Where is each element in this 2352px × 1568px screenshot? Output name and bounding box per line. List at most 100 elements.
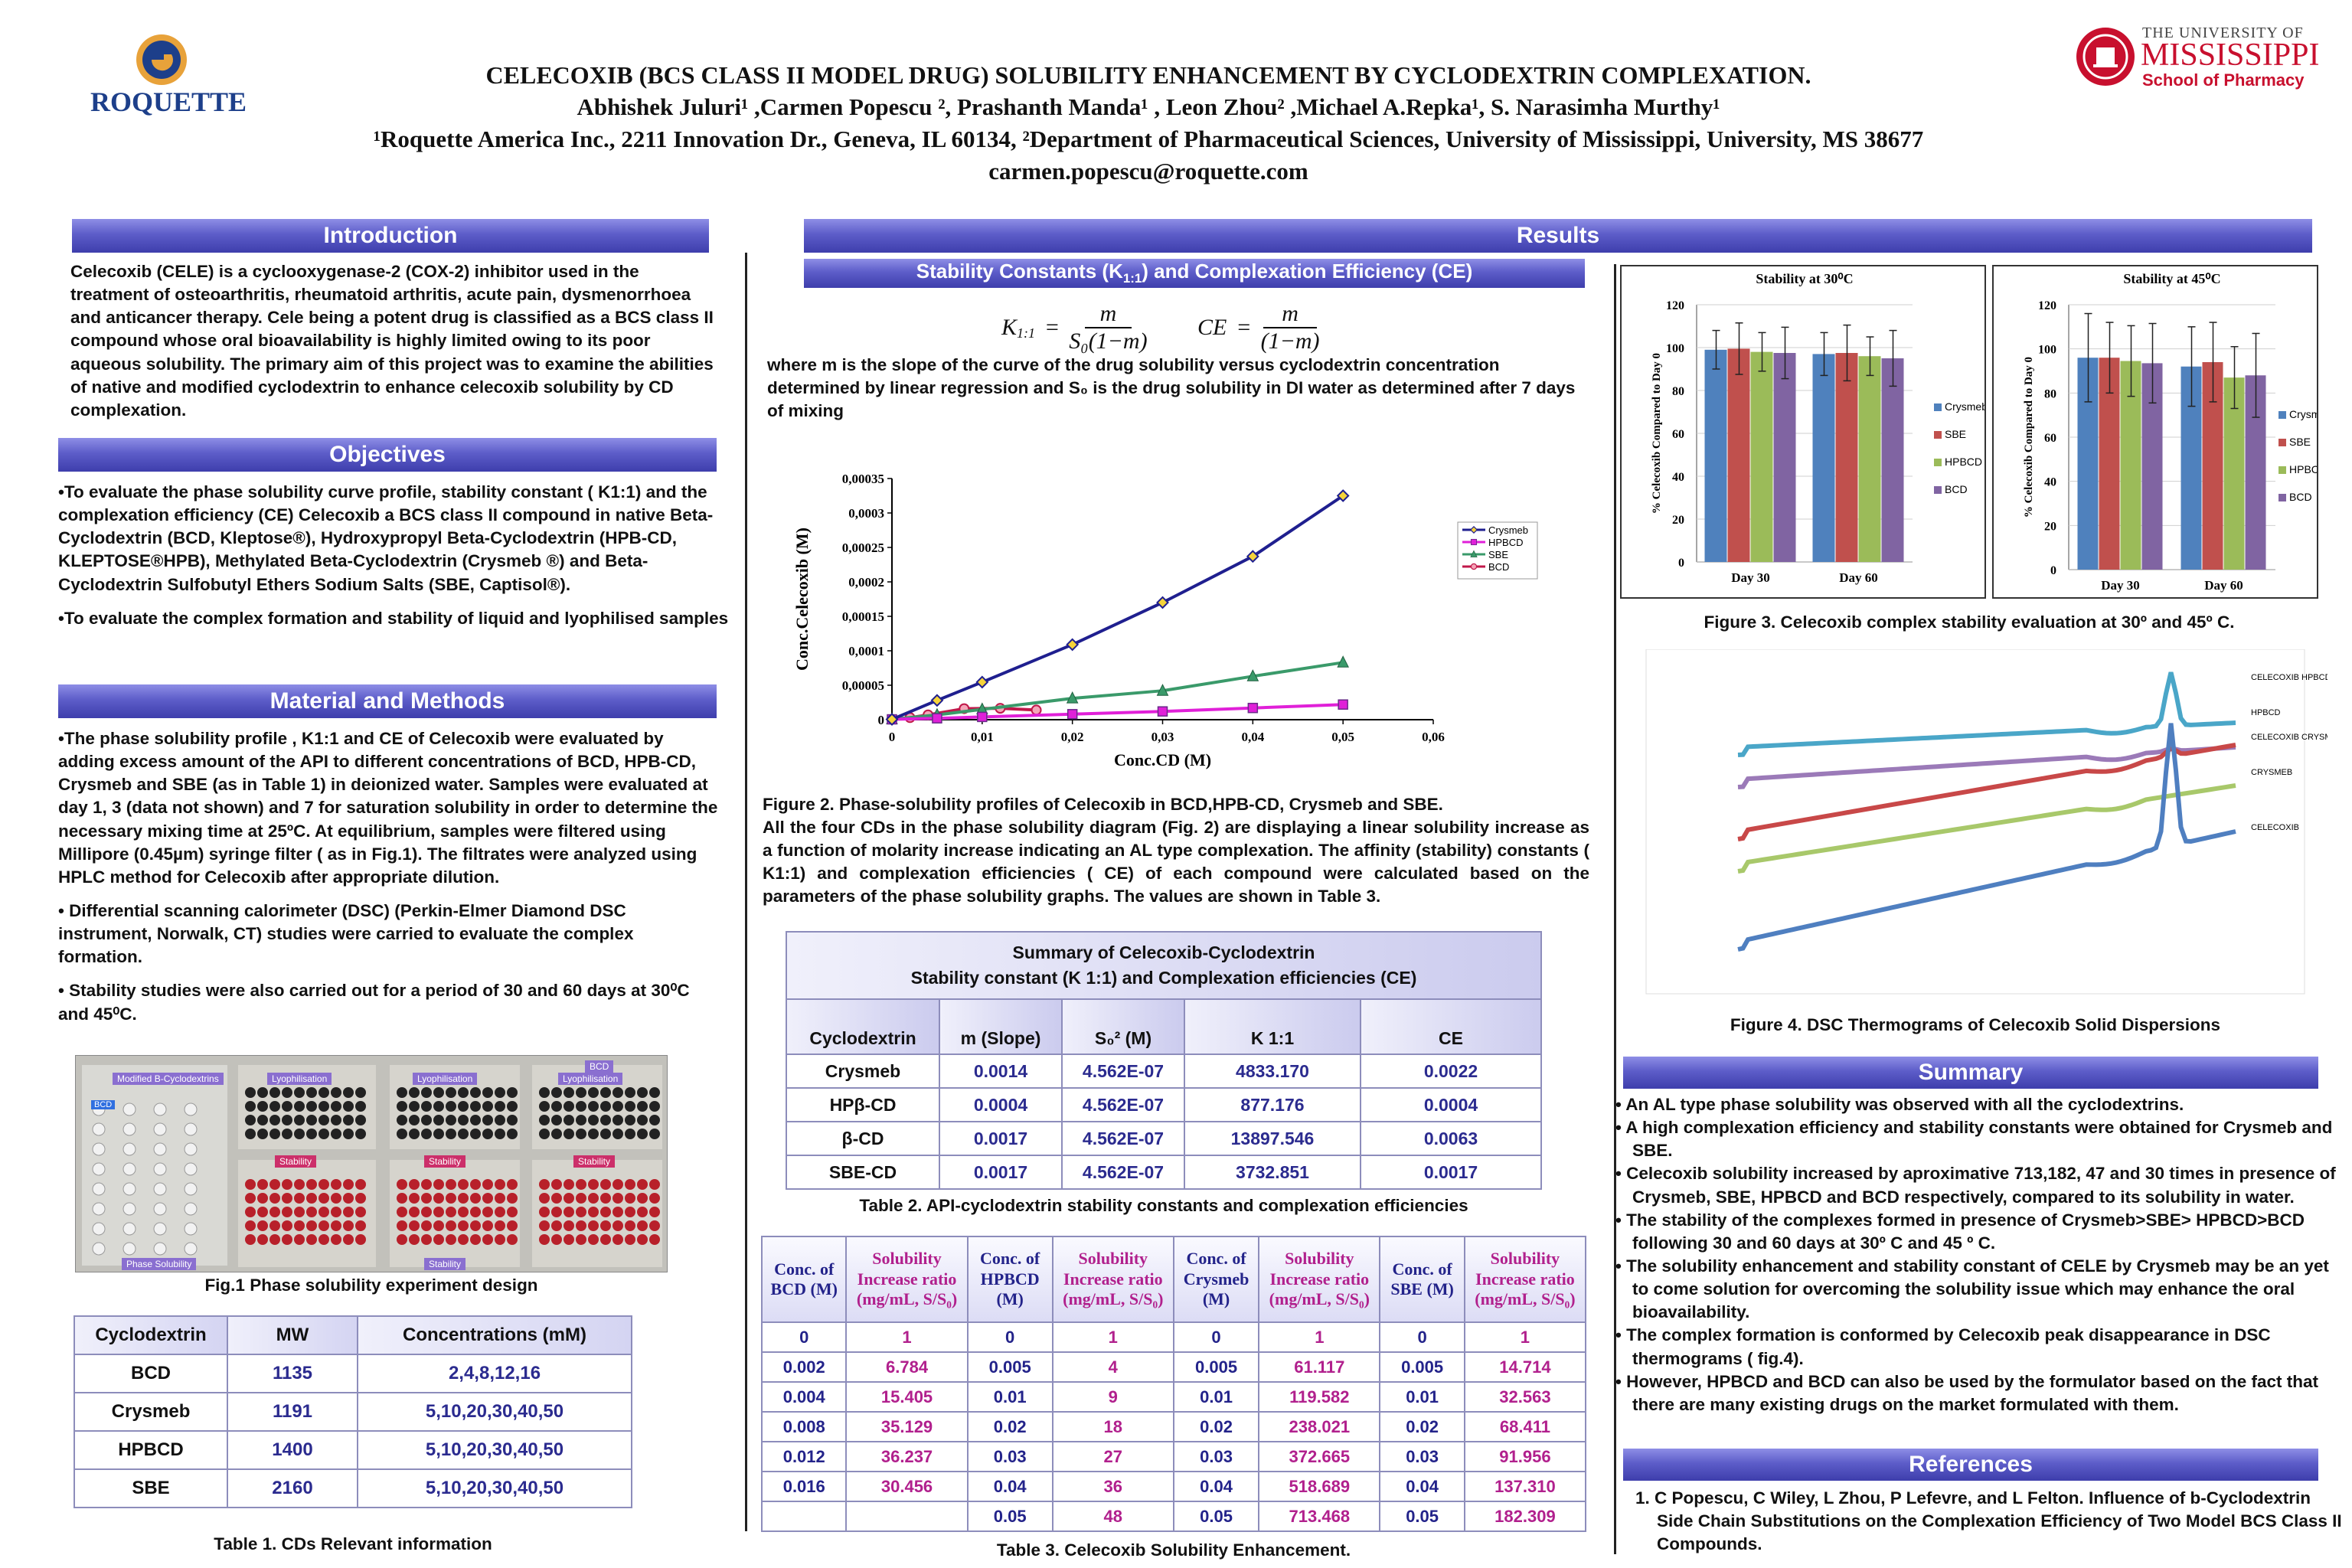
reference-text: 1. C Popescu, C Wiley, L Zhou, P Lefevre… [1635, 1488, 2342, 1554]
y-tick-label: 0 [878, 713, 885, 727]
thermogram-label: HPBCD [2251, 708, 2281, 717]
vial [355, 1115, 366, 1125]
y-tick-label: 120 [1666, 299, 1684, 312]
table-cell: 0.04 [1172, 1471, 1260, 1502]
table-cell: 0.012 [760, 1441, 848, 1472]
vial [331, 1193, 341, 1204]
fig1-photo: Modified B-Cyclodextrins Lyophilisation … [75, 1055, 668, 1272]
olemiss-mid: MISSISSIPPI [2141, 38, 2320, 73]
table-cell: 13897.546 [1184, 1121, 1361, 1156]
vial [433, 1234, 444, 1245]
vial [331, 1129, 341, 1139]
vial [409, 1087, 420, 1098]
vial [482, 1234, 493, 1245]
vial [355, 1101, 366, 1112]
table-cell: 61.117 [1258, 1351, 1381, 1383]
vial [539, 1087, 550, 1098]
roquette-wordmark: ROQUETTE [90, 87, 247, 117]
vial [331, 1179, 341, 1190]
data-point-marker [1156, 596, 1169, 609]
vial [649, 1220, 660, 1231]
table-cell: 0.0004 [1360, 1087, 1542, 1122]
vial [294, 1234, 305, 1245]
vial [257, 1193, 268, 1204]
data-point-marker [1246, 550, 1259, 564]
table-cell: 0.04 [966, 1471, 1054, 1502]
vial [470, 1129, 481, 1139]
vial [612, 1220, 623, 1231]
vial [588, 1101, 599, 1112]
table-cell: 0.05 [966, 1501, 1054, 1532]
table-cell: 3732.851 [1184, 1155, 1361, 1190]
series-crysmeb [885, 489, 1350, 726]
vial [637, 1193, 648, 1204]
table-cell: 35.129 [845, 1411, 969, 1442]
table-2: Summary of Celecoxib-Cyclodextrin Stabil… [786, 931, 1542, 1190]
vial [600, 1101, 611, 1112]
chart-title: Stability at 30⁰C [1756, 271, 1853, 286]
vial [539, 1220, 550, 1231]
vial [433, 1101, 444, 1112]
vial [122, 1202, 136, 1216]
table-cell: 0.002 [760, 1351, 848, 1383]
table-cell: 0.005 [1172, 1351, 1260, 1383]
fig1-caption: Fig.1 Phase solubility experiment design [204, 1276, 538, 1295]
thermogram-curve [1737, 723, 2236, 952]
objectives-text: •To evaluate the phase solubility curve … [58, 481, 729, 641]
vial [306, 1087, 317, 1098]
table-cell: 0.05 [1172, 1501, 1260, 1532]
data-point-marker [1337, 655, 1349, 668]
vial [184, 1142, 198, 1156]
vial [294, 1101, 305, 1112]
vial [270, 1087, 280, 1098]
olemiss-bottom: School of Pharmacy [2142, 70, 2305, 90]
series-line [891, 494, 1344, 721]
vial [397, 1129, 407, 1139]
vial [482, 1101, 493, 1112]
vial [306, 1193, 317, 1204]
stability-30-chart: Stability at 30⁰C 0 20 40 60 80 100 120 % Celeco… [1651, 271, 1988, 585]
vial [343, 1101, 354, 1112]
data-point-marker [1470, 538, 1478, 546]
summary-item: • However, HPBCD and BCD can also be use… [1615, 1371, 2319, 1414]
x-tick-label: Day 30 [2101, 578, 2140, 593]
vial [397, 1234, 407, 1245]
table-cell: 0 [966, 1321, 1054, 1353]
vial [306, 1115, 317, 1125]
data-point-marker [930, 694, 944, 707]
vial [409, 1115, 420, 1125]
bar-bcd [1773, 353, 1796, 562]
eq-ce-fraction: m (1−m) [1261, 301, 1320, 354]
vial [433, 1220, 444, 1231]
vial [507, 1101, 518, 1112]
table1-caption: Table 1. CDs Relevant information [214, 1534, 492, 1553]
table-cell: 48 [1051, 1501, 1174, 1532]
vial [625, 1101, 635, 1112]
y-tick-label: 20 [2044, 520, 2056, 533]
vial [612, 1101, 623, 1112]
vial [446, 1234, 456, 1245]
y-axis-label: % Celecoxib Compared to Day 0 [2023, 357, 2035, 518]
vial [92, 1142, 106, 1156]
methods-header: Material and Methods [58, 684, 717, 718]
vial [92, 1182, 106, 1196]
bar-hpbcd [2223, 377, 2245, 570]
summary-item: • The stability of the complexes formed … [1615, 1210, 2305, 1253]
fig1-tag-3: Lyophilisation [413, 1073, 478, 1085]
table-cell: 0.03 [1172, 1441, 1260, 1472]
vial [397, 1087, 407, 1098]
vial [294, 1220, 305, 1231]
vial [331, 1115, 341, 1125]
vial [649, 1193, 660, 1204]
vial [257, 1101, 268, 1112]
fig1-illustration [76, 1056, 667, 1272]
vial [122, 1122, 136, 1136]
vial [294, 1207, 305, 1217]
x-tick-label: Day 60 [1839, 570, 1878, 585]
vial [612, 1193, 623, 1204]
vial [409, 1129, 420, 1139]
table2-header: m (Slope) [939, 998, 1063, 1055]
table-cell: 4.562E-07 [1061, 1054, 1185, 1089]
eq-ce-den: (1−m) [1260, 328, 1320, 354]
legend-label: Crysmeb [1488, 524, 1528, 536]
